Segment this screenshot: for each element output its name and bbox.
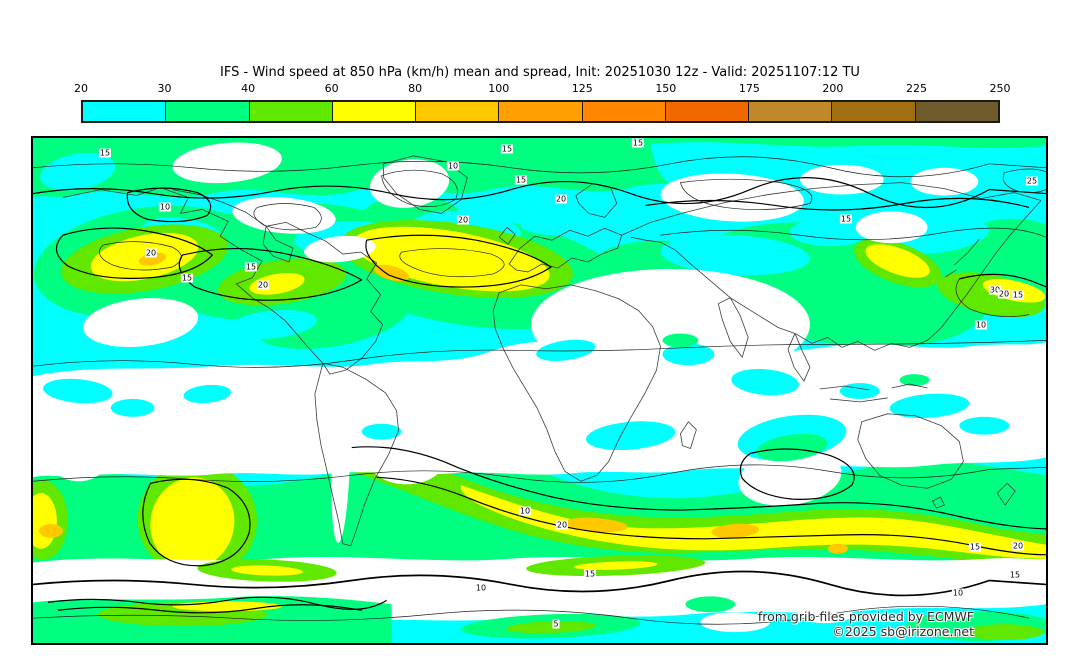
attribution-source: from grib files provided by ECMWF: [757, 609, 974, 624]
colorbar-segment-125: [581, 102, 665, 121]
page-title: IFS - Wind speed at 850 hPa (km/h) mean …: [220, 65, 860, 80]
world-wind-map: 15 10 20 15 15 20 10 15 15 20 20 15 25 15 30 20 15 10 10 20…: [31, 136, 1048, 645]
coast-southeast-asia: [787, 333, 811, 382]
coast-south-america: [314, 362, 399, 547]
coast-madagascar: [680, 421, 697, 449]
coast-asia-east: [841, 200, 1042, 351]
colorbar-tick: 20: [74, 82, 88, 95]
coast-north-america-west: [62, 187, 331, 375]
colorbar-segment-100: [498, 102, 582, 121]
colorbar-tick: 30: [157, 82, 172, 95]
colorbar-segment-20: [83, 102, 166, 121]
coast-australia: [857, 413, 964, 489]
colorbar-segment-225: [914, 102, 998, 121]
colorbar-segment-60: [331, 102, 416, 121]
coast-british-isles: [498, 226, 516, 245]
colorbar-tick: 225: [905, 82, 927, 95]
coast-europe: [508, 227, 623, 273]
colorbar-segment-175: [748, 102, 832, 121]
coast-africa: [492, 284, 661, 482]
spread-contour-lines: [33, 156, 1046, 625]
colorbar-tick: 80: [408, 82, 423, 95]
colorbar-tick: 40: [241, 82, 256, 95]
colorbar-tick: 60: [324, 82, 339, 95]
colorbar-tick: 100: [488, 82, 510, 95]
coast-hudson-bay: [262, 225, 294, 263]
coast-new-zealand: [996, 482, 1016, 506]
colorbar-segment-40: [248, 102, 332, 121]
coast-tasmania: [932, 496, 945, 509]
colorbar-segment-150: [664, 102, 749, 121]
colorbar: [81, 100, 1000, 123]
colorbar-tick: 250: [989, 82, 1011, 95]
coastlines: [62, 155, 1042, 547]
coast-asia-north: [621, 182, 1042, 236]
colorbar-tick: 200: [822, 82, 844, 95]
antarctic-coastal-jets: [33, 555, 1046, 643]
wind-speed-fill-80: [38, 252, 848, 554]
colorbar-tick: 175: [738, 82, 760, 95]
colorbar-tick: 150: [655, 82, 677, 95]
coast-japan: [945, 238, 980, 278]
colorbar-segment-30: [165, 102, 249, 121]
coast-indonesia: [819, 383, 928, 403]
colorbar-ticks: 20 30 40 60 80 100 125 150 175 200 225 250: [74, 82, 1011, 97]
coast-india: [717, 297, 749, 358]
wind-map-canvas: [33, 138, 1046, 643]
attribution: from grib files provided by ECMWF ©2025 …: [758, 609, 974, 639]
attribution-copyright: ©2025 sb@irizone.net: [832, 624, 974, 639]
colorbar-tick: 125: [571, 82, 593, 95]
coast-north-america-east: [172, 189, 384, 375]
coast-greenland: [383, 155, 468, 214]
colorbar-segment-80: [415, 102, 499, 121]
colorbar-segment-200: [831, 102, 915, 121]
